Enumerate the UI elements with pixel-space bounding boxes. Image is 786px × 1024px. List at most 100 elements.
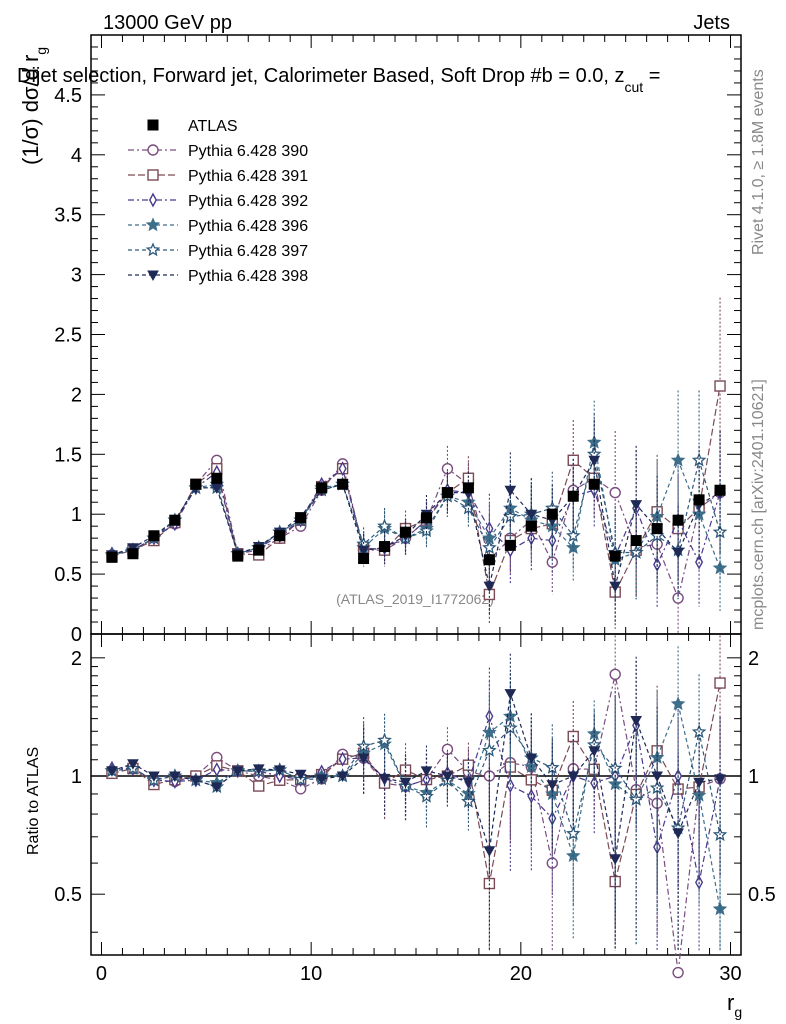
legend-label: Pythia 6.428 391 xyxy=(188,168,308,185)
y-tick-label-ratio-right: 0.5 xyxy=(748,884,776,906)
series-pythia-6-428-398-point xyxy=(672,548,684,559)
header-right: Jets xyxy=(693,12,730,34)
series-pythia-6-428-392-point xyxy=(338,461,347,477)
series-pythia-6-428-397-point xyxy=(502,508,518,523)
series-pythia-6-428-398-ratio-point xyxy=(672,828,684,840)
y-tick-label-main: 2 xyxy=(71,384,82,406)
series-pythia-6-428-398-ratio-point xyxy=(714,774,726,785)
series-pythia-6-428-391-ratio-point xyxy=(714,677,726,689)
y-tick-label-main: 1.5 xyxy=(54,444,82,466)
series-pythia-6-428-398-ratio-point xyxy=(441,771,454,783)
plot-title: Dijet selection, Forward jet, Calorimete… xyxy=(17,65,660,95)
x-axis-label: rg xyxy=(727,990,742,1020)
series-pythia-6-428-391-ratio-point xyxy=(253,780,265,792)
series-pythia-6-428-397-point xyxy=(482,539,497,554)
legend-item: Pythia 6.428 398 xyxy=(128,268,308,285)
y-axis-label-main: (1/σ) dσ/d rg xyxy=(18,47,49,165)
series-pythia-6-428-398-ratio-point xyxy=(294,769,307,781)
series-pythia-6-428-398-ratio-point xyxy=(546,780,559,791)
y-axis-label-main-text: (1/σ) dσ/d r xyxy=(18,55,43,165)
series-pythia-6-428-398-ratio-point xyxy=(609,854,622,865)
series-pythia-6-428-396-ratio-point xyxy=(670,696,686,711)
atlas-point xyxy=(420,512,432,524)
plot-title-sub: cut xyxy=(625,79,644,95)
x-axis-label-text: r xyxy=(727,990,734,1015)
series-pythia-6-428-398-ratio-point xyxy=(651,771,663,783)
series-pythia-6-428-398-ratio-point xyxy=(525,753,538,765)
x-tick-label: 20 xyxy=(510,963,532,985)
legend-label: Pythia 6.428 397 xyxy=(188,243,308,260)
legend-label: Pythia 6.428 392 xyxy=(188,193,308,210)
y-tick-label-ratio: 1 xyxy=(71,766,82,788)
series-pythia-6-428-398-ratio-point xyxy=(630,716,643,727)
series-pythia-6-428-396-point xyxy=(670,452,686,467)
y-axis-label-ratio: Ratio to ATLAS xyxy=(25,747,42,855)
atlas-point xyxy=(483,554,495,566)
atlas-point xyxy=(169,514,181,526)
main-plot: 0 0.5 1 1.5 2 2.5 3 3.5 4 4.5 xyxy=(54,34,742,646)
x-axis-label-sub: g xyxy=(734,1004,742,1020)
series-pythia-6-428-391-ratio-point xyxy=(462,759,475,771)
series-pythia-6-428-398-ratio-point xyxy=(189,775,202,787)
x-tick-label: 30 xyxy=(719,963,741,985)
series-pythia-6-428-398-ratio-point xyxy=(357,753,370,765)
analysis-watermark: (ATLAS_2019_I1772062) xyxy=(336,591,494,607)
atlas-point xyxy=(295,512,307,524)
series-pythia-6-428-398-ratio-point xyxy=(169,771,181,783)
series-pythia-6-428-398-ratio-point xyxy=(588,746,601,757)
series-pythia-6-428-398-point xyxy=(504,485,517,497)
series-pythia-6-428-398-point xyxy=(609,581,622,593)
y-tick-label-main: 3.5 xyxy=(54,205,82,227)
series-pythia-6-428-398-ratio-point xyxy=(336,771,349,783)
atlas-point xyxy=(316,482,328,494)
series-pythia-6-428-398-point xyxy=(483,581,496,593)
legend-item: Pythia 6.428 391 xyxy=(128,168,308,185)
series-pythia-6-428-391-point xyxy=(714,380,726,392)
series-pythia-6-428-396-line xyxy=(111,442,721,569)
side-text-mcplots: mcplots.cern.ch [arXiv:2401.10621] xyxy=(750,379,767,630)
atlas-point xyxy=(630,535,642,547)
atlas-point xyxy=(148,530,160,542)
y-tick-label-ratio-right: 2 xyxy=(748,648,759,670)
series-pythia-6-428-398-point xyxy=(357,545,370,557)
y-tick-label-main: 0.5 xyxy=(54,564,82,586)
legend-item-atlas: ATLAS xyxy=(147,118,238,135)
series-pythia-6-428-398-ratio-point xyxy=(399,777,412,789)
y-axis-label-main-sub: g xyxy=(33,47,49,55)
series-pythia-6-428-392-ratio-point xyxy=(527,788,536,804)
series-pythia-6-428-397-ratio xyxy=(104,674,728,951)
series-pythia-6-428-398-line xyxy=(111,458,721,587)
series-pythia-6-428-397-point xyxy=(565,528,581,542)
y-tick-label-main: 2.5 xyxy=(54,325,82,347)
legend-item: Pythia 6.428 397 xyxy=(128,242,308,260)
series-pythia-6-428-397-point xyxy=(461,500,476,515)
series-atlas xyxy=(106,472,726,566)
atlas-point xyxy=(588,478,600,490)
series-pythia-6-428-392-main xyxy=(107,430,725,609)
y-tick-label-main: 4.5 xyxy=(54,85,82,107)
atlas-point xyxy=(211,472,223,484)
x-tick-label: 10 xyxy=(300,963,322,985)
series-pythia-6-428-398-point xyxy=(210,483,223,494)
series-pythia-6-428-398-ratio-point xyxy=(315,774,328,785)
series-pythia-6-428-398-point xyxy=(630,500,643,511)
series-pythia-6-428-398-ratio-point xyxy=(567,771,580,783)
series-pythia-6-428-390-ratio-point xyxy=(672,966,684,979)
atlas-point xyxy=(358,553,370,565)
series-pythia-6-428-390-ratio-point xyxy=(609,668,621,681)
atlas-point xyxy=(232,550,244,562)
legend-marker xyxy=(147,144,159,156)
legend-marker xyxy=(145,242,161,257)
legend: ATLAS Pythia 6.428 390 Pythia 6.428 391 Pyt… xyxy=(128,118,308,285)
plot-title-tail: = xyxy=(643,65,660,87)
atlas-point xyxy=(441,487,453,499)
series-pythia-6-428-391-point xyxy=(462,472,475,484)
atlas-point xyxy=(609,550,621,562)
series-pythia-6-428-397-point xyxy=(377,518,392,533)
atlas-point xyxy=(546,508,558,520)
atlas-point xyxy=(525,520,537,532)
legend-item: Pythia 6.428 392 xyxy=(128,192,308,210)
legend-marker xyxy=(145,217,161,232)
series-pythia-6-428-398-ratio-point xyxy=(504,689,517,700)
side-text-rivet: Rivet 4.1.0, ≥ 1.8M events xyxy=(750,69,767,255)
